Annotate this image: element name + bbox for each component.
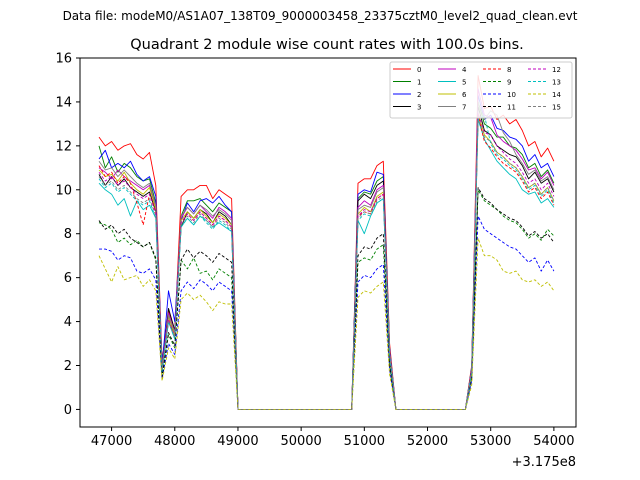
y-tick-label: 14 bbox=[55, 95, 72, 110]
y-tick-label: 8 bbox=[64, 227, 72, 242]
legend-label-4: 4 bbox=[462, 66, 467, 74]
legend-label-12: 12 bbox=[552, 66, 561, 74]
x-tick-label: 50000 bbox=[280, 434, 321, 449]
plot-frame bbox=[79, 57, 577, 428]
x-tick-label: 48000 bbox=[154, 434, 195, 449]
chart-title: Quadrant 2 module wise count rates with … bbox=[130, 37, 524, 53]
y-axis: 0 2 4 6 8 10 12 14 16 bbox=[55, 52, 80, 418]
legend-label-5: 5 bbox=[462, 79, 466, 87]
legend-label-1: 1 bbox=[417, 79, 421, 87]
legend-label-9: 9 bbox=[507, 79, 511, 87]
file-label: Data file: modeM0/AS1A07_138T09_90000034… bbox=[63, 9, 578, 23]
legend-label-11: 11 bbox=[507, 104, 516, 112]
series-line-13 bbox=[98, 114, 555, 410]
legend-label-2: 2 bbox=[417, 91, 421, 99]
x-offset-label: +3.175e8 bbox=[512, 455, 576, 470]
legend-label-3: 3 bbox=[417, 104, 421, 112]
x-tick-label: 54000 bbox=[533, 434, 574, 449]
y-tick-label: 12 bbox=[55, 139, 72, 154]
y-tick-label: 6 bbox=[64, 271, 72, 286]
x-axis: 47000 48000 49000 50000 51000 52000 53000 54000 bbox=[91, 427, 575, 449]
y-tick-label: 10 bbox=[55, 183, 72, 198]
x-tick-label: 52000 bbox=[407, 434, 448, 449]
x-tick-label: 49000 bbox=[217, 434, 258, 449]
legend-label-6: 6 bbox=[462, 91, 467, 99]
y-tick-label: 0 bbox=[64, 403, 72, 418]
legend-label-8: 8 bbox=[507, 66, 511, 74]
series-layer bbox=[98, 75, 555, 410]
x-tick-label: 47000 bbox=[91, 434, 132, 449]
legend-label-14: 14 bbox=[552, 91, 561, 99]
x-tick-label: 53000 bbox=[470, 434, 511, 449]
legend-label-13: 13 bbox=[552, 79, 561, 87]
legend-label-7: 7 bbox=[462, 104, 466, 112]
x-tick-label: 51000 bbox=[344, 434, 385, 449]
legend-box bbox=[389, 61, 573, 119]
legend-label-10: 10 bbox=[507, 91, 516, 99]
y-tick-label: 2 bbox=[64, 359, 72, 374]
y-tick-label: 4 bbox=[64, 315, 72, 330]
y-tick-label: 16 bbox=[55, 52, 72, 67]
legend-label-0: 0 bbox=[417, 66, 421, 74]
legend-label-15: 15 bbox=[552, 104, 561, 112]
